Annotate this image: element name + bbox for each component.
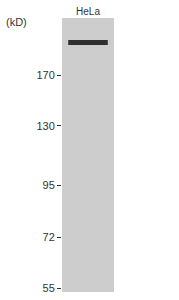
svg-text:95: 95	[43, 179, 55, 191]
svg-text:72: 72	[43, 231, 55, 243]
svg-text:55: 55	[43, 282, 55, 294]
svg-text:130: 130	[36, 120, 54, 132]
svg-text:HeLa: HeLa	[76, 6, 100, 17]
svg-text:170: 170	[36, 69, 54, 81]
svg-text:(kD): (kD)	[6, 16, 27, 28]
